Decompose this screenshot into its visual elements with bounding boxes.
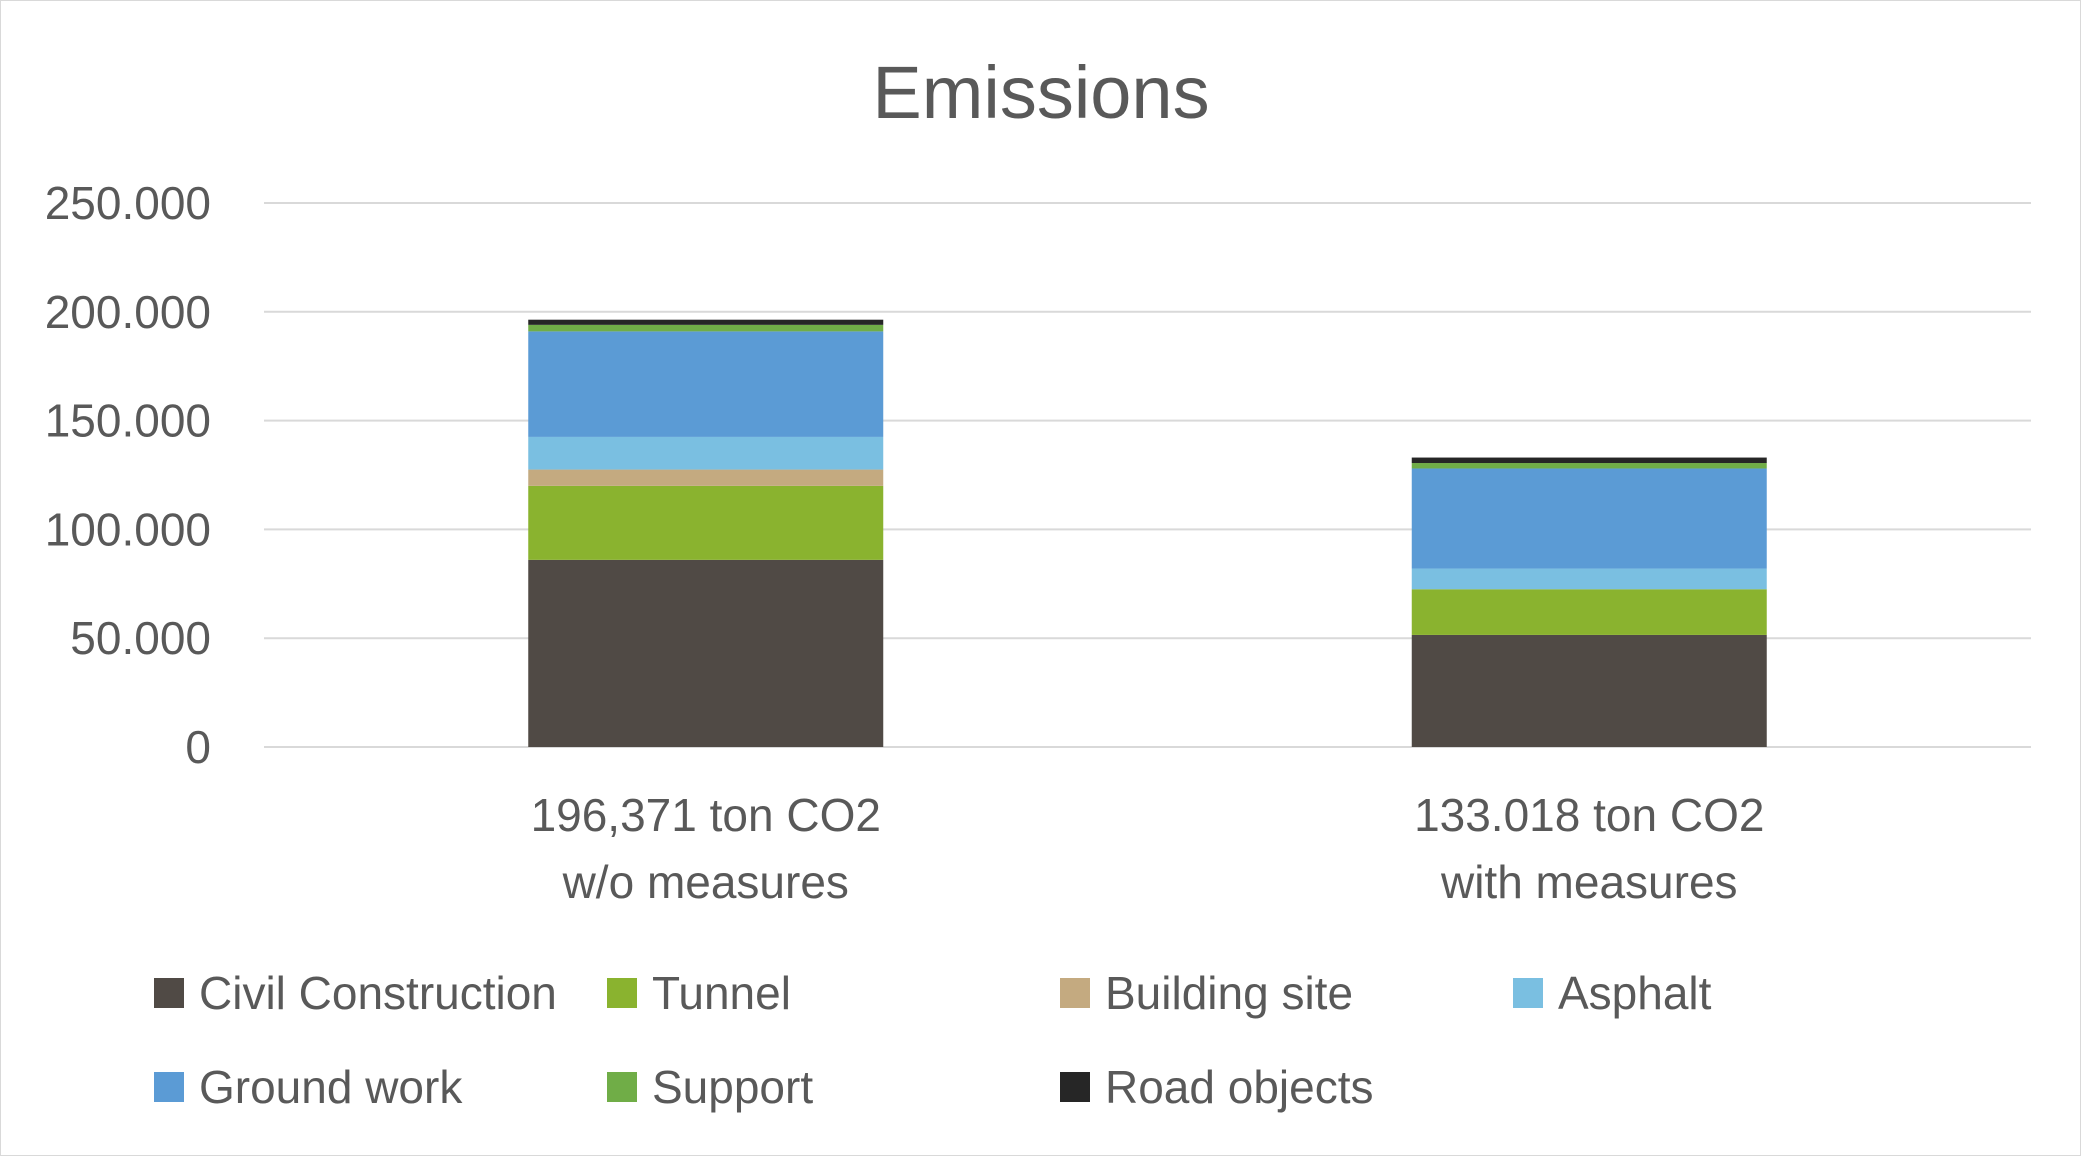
y-tick-label-0: 0 xyxy=(185,721,211,773)
legend-label-6: Road objects xyxy=(1105,1061,1374,1113)
y-tick-label-3: 150.000 xyxy=(45,395,211,447)
y-tick-label-2: 100.000 xyxy=(45,503,211,555)
bar-segment-1-5 xyxy=(1411,463,1767,469)
legend-label-5: Support xyxy=(652,1061,813,1113)
legend-swatch-5 xyxy=(607,1072,637,1102)
y-tick-label-4: 200.000 xyxy=(45,286,211,338)
legend-label-3: Asphalt xyxy=(1558,967,1712,1019)
bar-segment-0-0 xyxy=(528,559,884,747)
legend-swatch-4 xyxy=(154,1072,184,1102)
category-label-0-0: 196,371 ton CO2 xyxy=(531,789,881,841)
legend-label-2: Building site xyxy=(1105,967,1353,1019)
bar-segment-1-4 xyxy=(1411,468,1767,569)
legend-swatch-3 xyxy=(1513,978,1543,1008)
bar-segment-0-4 xyxy=(528,331,884,437)
bar-segment-0-6 xyxy=(528,319,884,325)
legend-swatch-0 xyxy=(154,978,184,1008)
y-axis-tick-labels: 0 50.000 100.000 150.000 200.000 250.000 xyxy=(45,177,211,773)
legend-swatch-2 xyxy=(1060,978,1090,1008)
bar-segment-1-1 xyxy=(1411,589,1767,635)
category-label-0-1: w/o measures xyxy=(562,856,849,908)
legend-swatch-6 xyxy=(1060,1072,1090,1102)
category-label-1-0: 133.018 ton CO2 xyxy=(1414,789,1764,841)
chart-title: Emissions xyxy=(872,51,1209,134)
x-axis-category-labels: 196,371 ton CO2 w/o measures 133.018 ton C… xyxy=(531,789,1765,908)
legend-label-1: Tunnel xyxy=(652,967,791,1019)
bar-segment-1-6 xyxy=(1411,457,1767,464)
bar-segment-0-2 xyxy=(528,469,884,486)
y-tick-label-1: 50.000 xyxy=(70,612,211,664)
bar-segment-0-3 xyxy=(528,436,884,470)
bar-segment-1-0 xyxy=(1411,634,1767,747)
y-tick-label-5: 250.000 xyxy=(45,177,211,229)
category-label-1-1: with measures xyxy=(1440,856,1738,908)
bar-segment-0-5 xyxy=(528,324,884,332)
legend-swatch-1 xyxy=(607,978,637,1008)
legend-label-4: Ground work xyxy=(199,1061,463,1113)
legend-label-0: Civil Construction xyxy=(199,967,557,1019)
bar-segment-0-1 xyxy=(528,485,884,560)
stacked-bars xyxy=(528,319,1767,747)
legend: Civil Construction Tunnel Building site Asp… xyxy=(154,967,1712,1113)
bar-segment-1-3 xyxy=(1411,568,1767,590)
